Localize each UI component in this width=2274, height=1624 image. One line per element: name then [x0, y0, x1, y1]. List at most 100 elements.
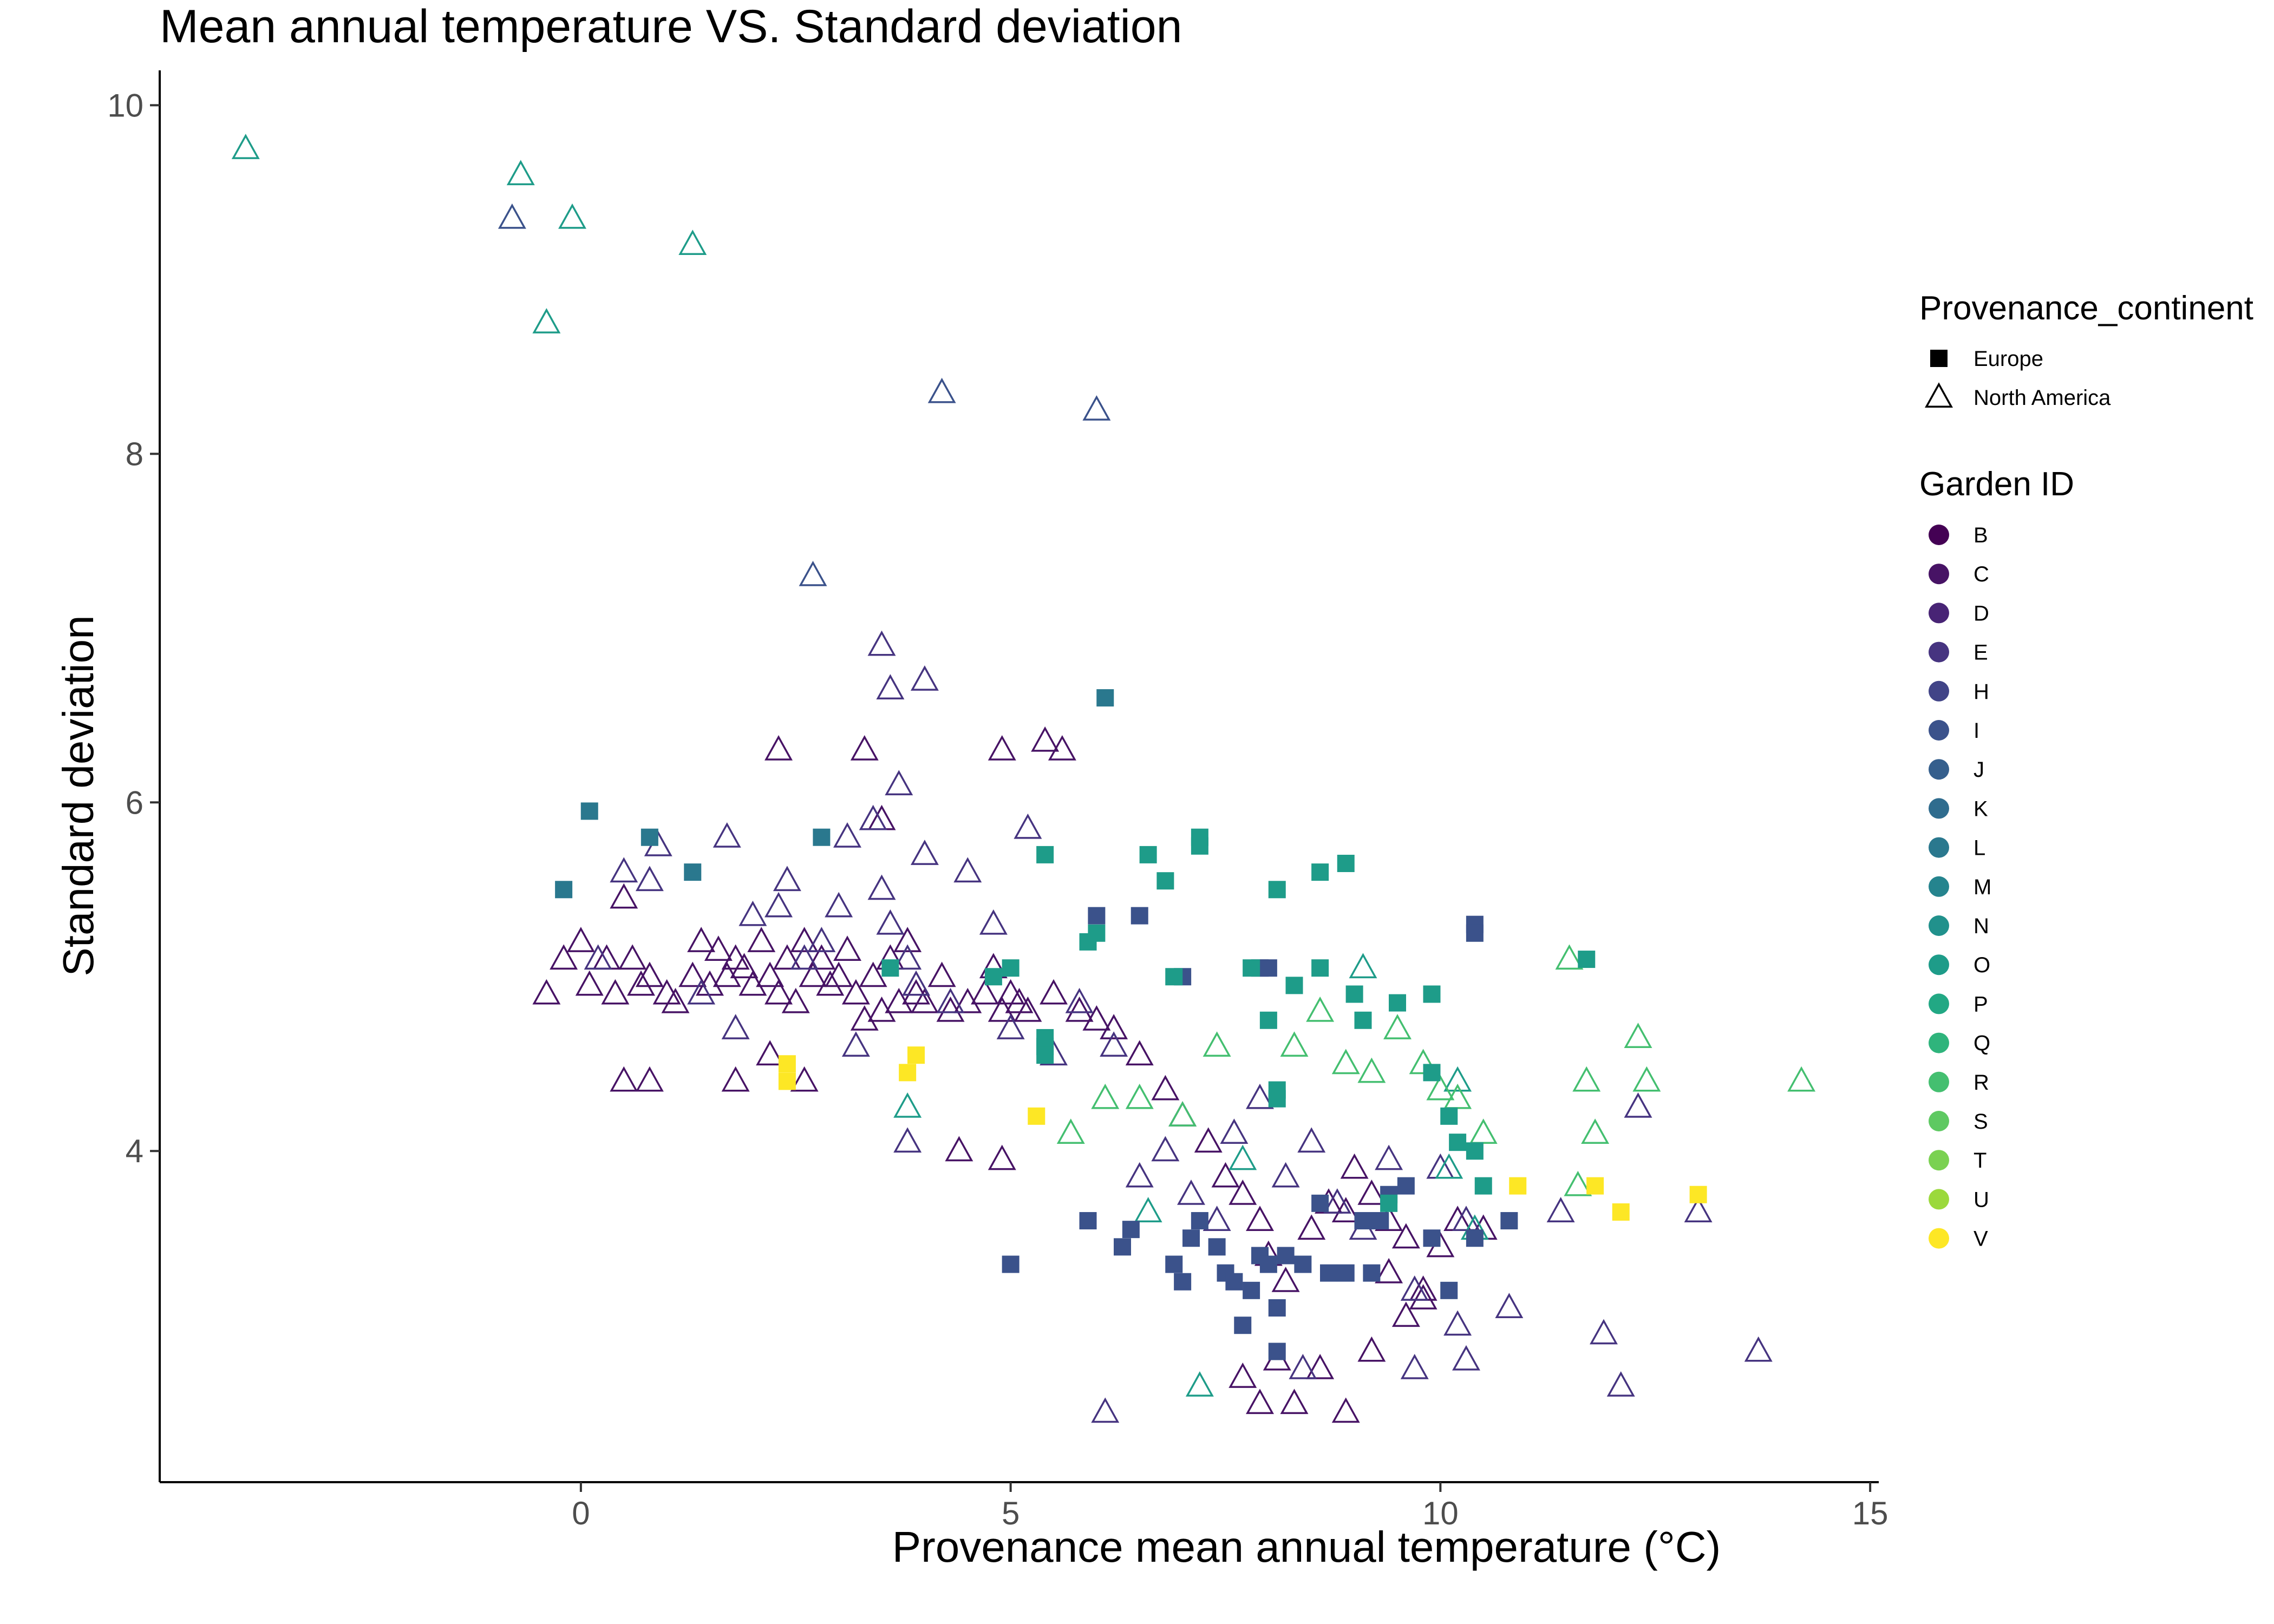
data-point-north-america	[1443, 1310, 1472, 1336]
legend-key-garden	[1929, 1228, 1949, 1249]
data-point-north-america	[1391, 1301, 1420, 1327]
data-point-north-america	[1031, 726, 1060, 752]
data-point-north-america	[1581, 1118, 1610, 1144]
data-point-north-america	[1590, 1319, 1618, 1345]
data-point-north-america	[988, 1144, 1016, 1170]
data-point-europe	[1294, 1255, 1312, 1273]
data-point-north-america	[1271, 1266, 1300, 1292]
data-point-europe	[1277, 1247, 1295, 1265]
data-point-north-america	[833, 822, 861, 848]
legend-label-garden: T	[1974, 1149, 1987, 1173]
data-point-north-america	[910, 987, 939, 1013]
data-point-north-america	[721, 1014, 750, 1039]
data-point-europe	[1182, 1229, 1200, 1247]
data-point-north-america	[1280, 1031, 1309, 1057]
data-point-north-america	[841, 979, 870, 1005]
data-point-north-america	[1357, 1057, 1386, 1083]
data-point-north-america	[781, 987, 810, 1013]
data-point-europe	[1345, 985, 1363, 1003]
legend: Provenance_continent Europe North America G…	[1919, 290, 2253, 1251]
data-point-europe	[1165, 1255, 1183, 1273]
data-point-europe	[1268, 1090, 1286, 1108]
data-point-north-america	[1203, 1031, 1231, 1057]
legend-label-garden: N	[1974, 914, 1989, 938]
data-point-north-america	[1452, 1345, 1480, 1371]
data-point-europe	[1114, 1238, 1131, 1256]
data-point-north-america	[893, 927, 922, 952]
data-point-north-america	[1400, 1353, 1429, 1379]
data-point-north-america	[739, 900, 767, 926]
data-point-north-america	[1624, 1092, 1652, 1118]
data-point-europe	[1320, 1264, 1337, 1282]
data-point-europe	[1079, 1212, 1097, 1230]
data-point-north-america	[1331, 1397, 1360, 1423]
data-point-europe	[1380, 1194, 1398, 1212]
data-point-north-america	[747, 927, 776, 952]
legend-key-garden	[1929, 1189, 1949, 1210]
data-point-north-america	[1280, 1389, 1309, 1415]
data-point-north-america	[1271, 1162, 1300, 1188]
legend-key-garden	[1929, 1032, 1949, 1053]
data-point-north-america	[833, 935, 861, 961]
data-point-europe	[1259, 1011, 1277, 1029]
data-point-north-america	[893, 1127, 922, 1153]
data-point-north-america	[610, 883, 638, 909]
data-point-north-america	[1787, 1066, 1816, 1092]
data-point-europe	[555, 881, 573, 899]
legend-key-garden	[1929, 915, 1949, 936]
data-point-europe	[1165, 968, 1183, 986]
data-point-north-america	[1091, 1397, 1120, 1423]
x-axis-title: Provenance mean annual temperature (°C)	[892, 1523, 1721, 1571]
data-point-north-america	[876, 674, 905, 700]
legend-label-garden: D	[1974, 601, 1989, 625]
data-point-north-america	[799, 961, 827, 987]
data-point-north-america	[996, 1014, 1025, 1039]
legend-label-continent: North America	[1974, 386, 2111, 410]
legend-label-continent: Europe	[1974, 347, 2043, 371]
data-point-europe	[1002, 1255, 1020, 1273]
data-point-europe	[580, 802, 598, 820]
data-point-europe	[778, 1072, 796, 1090]
legend-key-garden	[1929, 993, 1949, 1014]
data-point-north-america	[979, 909, 1008, 935]
data-point-europe	[1096, 689, 1114, 707]
data-point-north-america	[945, 1136, 973, 1162]
data-point-north-america	[790, 944, 819, 970]
data-point-europe	[1036, 1046, 1054, 1064]
data-point-north-america	[841, 1031, 870, 1057]
data-point-north-america	[635, 1066, 664, 1092]
data-point-europe	[1466, 1229, 1484, 1247]
data-point-europe	[1363, 1264, 1381, 1282]
data-point-north-america	[773, 944, 801, 970]
data-point-north-america	[1744, 1336, 1773, 1362]
data-point-north-america	[1289, 1353, 1317, 1379]
data-point-north-america	[1349, 953, 1377, 979]
data-point-north-america	[867, 630, 896, 656]
data-point-north-america	[601, 979, 630, 1005]
data-point-north-america	[850, 735, 879, 761]
data-point-north-america	[1177, 1179, 1205, 1205]
data-point-europe	[1397, 1177, 1415, 1195]
data-point-north-america	[1306, 1353, 1335, 1379]
data-point-europe	[1371, 1212, 1389, 1230]
data-point-north-america	[1624, 1023, 1652, 1048]
data-point-europe	[1612, 1203, 1630, 1221]
legend-label-garden: B	[1974, 523, 1988, 547]
data-point-north-america	[876, 909, 905, 935]
data-point-europe	[1002, 959, 1020, 977]
data-point-europe	[1268, 881, 1286, 899]
data-point-europe	[1268, 1343, 1286, 1360]
data-point-europe	[1389, 994, 1406, 1012]
data-point-north-america	[1125, 1083, 1154, 1109]
data-point-north-america	[575, 970, 604, 996]
data-point-europe	[1440, 1281, 1458, 1299]
data-point-north-america	[1203, 1206, 1231, 1232]
data-point-north-america	[1185, 1371, 1214, 1397]
data-point-north-america	[1082, 1005, 1111, 1031]
data-point-north-america	[231, 134, 260, 159]
data-point-north-america	[1065, 996, 1094, 1022]
data-point-north-america	[902, 970, 930, 996]
data-point-europe	[1509, 1177, 1527, 1195]
x-tick-label: 10	[1422, 1495, 1459, 1531]
legend-label-garden: Q	[1974, 1032, 1990, 1056]
